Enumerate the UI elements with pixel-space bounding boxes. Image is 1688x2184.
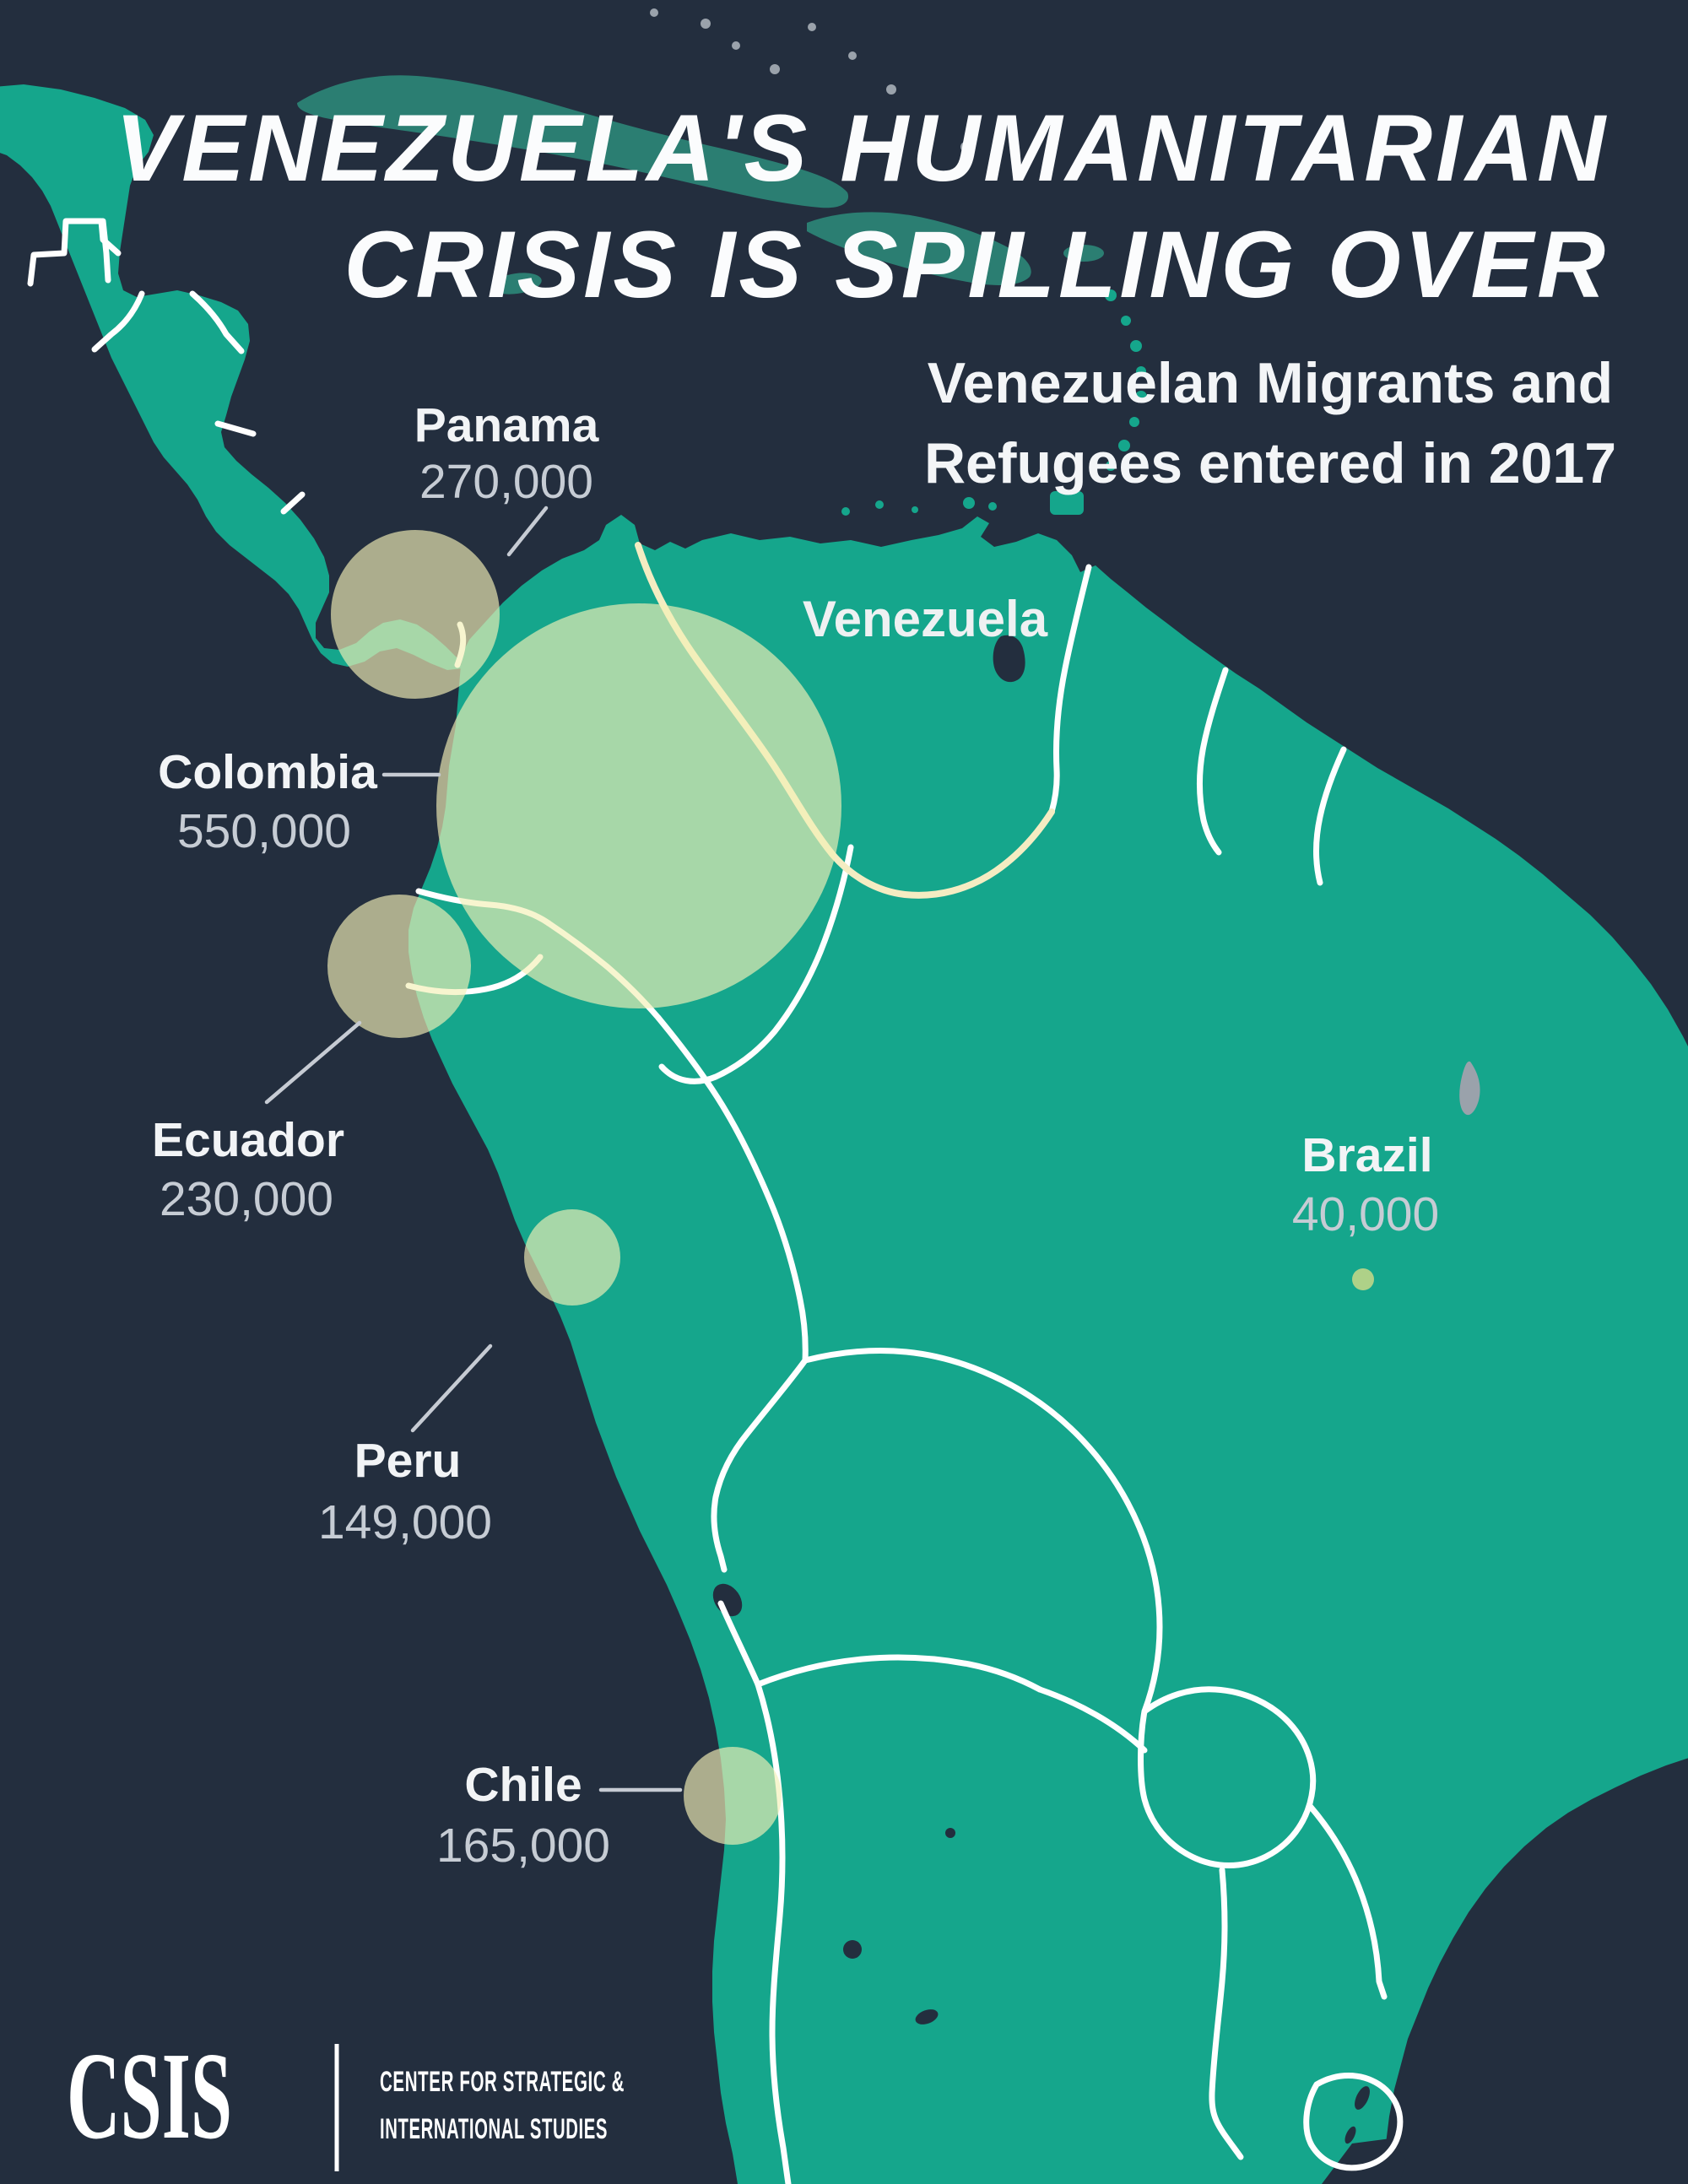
title-line1: VENEZUELA'S HUMANITARIAN	[116, 95, 1609, 201]
island-hispaniola	[807, 212, 1031, 285]
label-chile-name: Chile	[464, 1758, 582, 1812]
label-peru-name: Peru	[354, 1434, 462, 1488]
bubble-panama	[331, 530, 500, 699]
callout-colombia: Colombia 550,000	[158, 745, 378, 858]
islands-bahamas	[650, 8, 971, 152]
island-jamaica	[491, 273, 542, 295]
islands-lesser-antilles	[841, 289, 1147, 516]
label-peru-value: 149,000	[318, 1495, 492, 1549]
label-colombia-value: 550,000	[177, 804, 351, 858]
leader-ecuador	[264, 1020, 362, 1105]
landmass-central-america	[0, 84, 463, 670]
bubble-ecuador	[327, 895, 471, 1038]
csis-logo: CSIS CENTER FOR STRATEGIC & INTERNATIONA…	[67, 2027, 625, 2171]
subtitle-line1: Venezuelan Migrants and	[928, 351, 1613, 415]
bubble-brazil	[1352, 1268, 1374, 1290]
lake-maracaibo	[993, 635, 1025, 683]
csis-tagline-line1: CENTER FOR STRATEGIC &	[380, 2066, 625, 2098]
bubble-colombia	[436, 603, 841, 1008]
callout-panama: Panama 270,000	[414, 398, 600, 509]
coastal-marking-gray	[1459, 1061, 1480, 1116]
bubble-peru	[524, 1209, 620, 1306]
label-brazil-name: Brazil	[1301, 1128, 1432, 1182]
island-cuba	[297, 75, 849, 208]
bubble-chile	[684, 1747, 782, 1845]
label-chile-value: 165,000	[436, 1819, 610, 1873]
label-panama-value: 270,000	[419, 455, 593, 509]
borders-central-america	[27, 218, 467, 668]
label-colombia-name: Colombia	[158, 745, 378, 799]
label-venezuela: Venezuela	[803, 591, 1048, 647]
rio-de-la-plata	[1322, 2138, 1406, 2184]
leader-panama	[506, 505, 549, 557]
label-ecuador-value: 230,000	[160, 1172, 333, 1226]
callout-brazil: Brazil 40,000	[1292, 1128, 1439, 1241]
leader-peru	[410, 1343, 493, 1433]
label-panama-name: Panama	[414, 398, 600, 452]
callout-chile: Chile 165,000	[436, 1758, 610, 1873]
argentina-lakes	[843, 1828, 1370, 2144]
callout-peru: Peru 149,000	[318, 1434, 492, 1549]
title-line2: CRISIS IS SPILLING OVER	[344, 212, 1609, 317]
callout-ecuador: Ecuador 230,000	[152, 1113, 344, 1226]
subtitle-line2: Refugees entered in 2017	[924, 431, 1616, 495]
csis-logo-text: CSIS	[67, 2027, 232, 2165]
label-ecuador-name: Ecuador	[152, 1113, 344, 1167]
csis-tagline-line2: INTERNATIONAL STUDIES	[380, 2113, 608, 2145]
label-brazil-value: 40,000	[1292, 1187, 1439, 1241]
island-puerto-rico	[1063, 245, 1104, 262]
